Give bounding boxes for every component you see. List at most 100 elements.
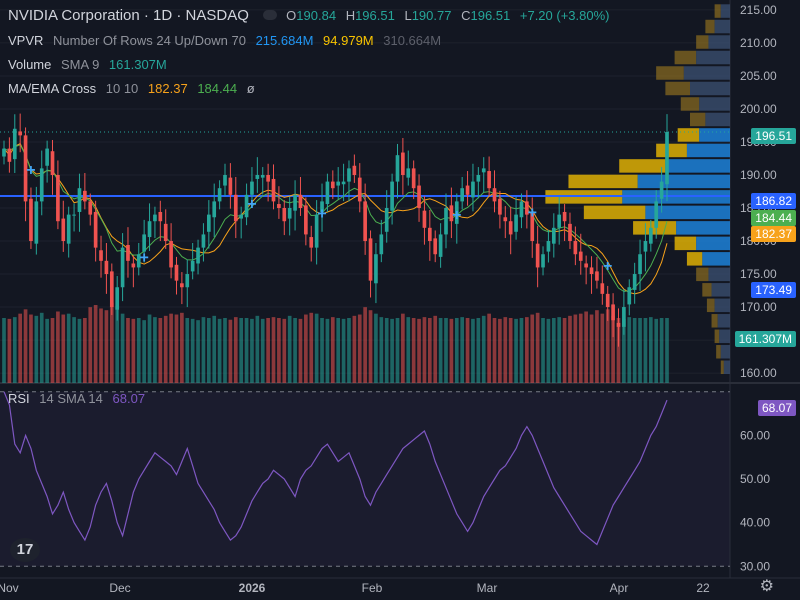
cross-marker: + bbox=[247, 196, 256, 213]
volume-bar bbox=[401, 313, 405, 383]
candle-body bbox=[45, 148, 49, 166]
volume-bar bbox=[325, 318, 330, 383]
candle-body bbox=[406, 168, 411, 178]
volume-bar bbox=[309, 312, 314, 383]
volume-bar bbox=[374, 313, 378, 383]
volume-bar bbox=[384, 318, 389, 383]
candle-body bbox=[212, 201, 217, 218]
candle-body bbox=[23, 135, 28, 202]
vp-down-bar bbox=[677, 128, 700, 142]
vp-up-bar bbox=[708, 35, 730, 49]
rsi-tick-label: 30.00 bbox=[740, 559, 770, 573]
candle-body bbox=[304, 205, 308, 235]
vp-up-bar bbox=[720, 4, 730, 18]
ma-legend[interactable]: MA/EMA Cross 10 10 182.37 184.44 ø bbox=[8, 81, 261, 97]
candle-body bbox=[460, 188, 465, 202]
ma-hidden-icon[interactable]: ø bbox=[246, 81, 255, 96]
volume-bar bbox=[519, 318, 524, 383]
vpvr-up: 215.684M bbox=[255, 33, 314, 48]
candle-body bbox=[29, 198, 33, 242]
vp-down-bar bbox=[720, 360, 724, 374]
candle-body bbox=[201, 234, 206, 248]
ma-price-tag: 182.37 bbox=[751, 226, 796, 242]
candle-body bbox=[244, 194, 249, 218]
candle-body bbox=[654, 201, 659, 228]
volume-bar bbox=[530, 314, 535, 383]
volume-bar bbox=[206, 318, 211, 383]
vp-down-bar bbox=[619, 159, 666, 173]
volume-bar bbox=[498, 318, 502, 383]
candle-body bbox=[357, 177, 362, 202]
candle-body bbox=[568, 223, 572, 242]
candle-body bbox=[562, 211, 567, 222]
candle-body bbox=[158, 211, 163, 222]
volume-bar bbox=[659, 318, 664, 383]
vp-up-bar bbox=[717, 314, 730, 328]
vp-up-bar bbox=[683, 66, 730, 80]
volume-bar bbox=[605, 309, 610, 383]
volume-legend[interactable]: Volume SMA 9 161.307M bbox=[8, 57, 173, 73]
volume-bar bbox=[180, 312, 184, 383]
volume-bar bbox=[411, 318, 416, 383]
vpvr-legend[interactable]: VPVR Number Of Rows 24 Up/Down 70 215.68… bbox=[8, 33, 447, 49]
volume-bar bbox=[320, 318, 324, 383]
candle-body bbox=[104, 260, 109, 275]
volume-bar bbox=[352, 315, 357, 383]
volume-bar bbox=[142, 320, 146, 383]
open-label: O bbox=[286, 8, 297, 23]
candle-body bbox=[255, 174, 260, 179]
volume-bar bbox=[287, 315, 292, 383]
price-tick-label: 190.00 bbox=[740, 168, 777, 182]
volume-bar bbox=[525, 317, 529, 383]
volume-bar bbox=[217, 318, 222, 383]
candle-body bbox=[487, 171, 491, 189]
candle-body bbox=[611, 304, 615, 321]
time-tick-label: 22 bbox=[696, 581, 710, 595]
vp-up-bar bbox=[711, 283, 730, 297]
rsi-legend[interactable]: RSI 14 SMA 14 68.07 bbox=[8, 391, 151, 407]
candle-body bbox=[411, 168, 416, 189]
tradingview-logo[interactable]: 17 bbox=[10, 538, 40, 562]
ma-name: MA/EMA Cross bbox=[8, 81, 97, 96]
candle-body bbox=[330, 181, 335, 189]
settings-gear-icon[interactable]: ⚙ bbox=[759, 578, 774, 595]
volume-bar bbox=[201, 317, 206, 383]
candle-body bbox=[627, 287, 632, 305]
volume-bar bbox=[341, 318, 346, 383]
candle-body bbox=[271, 178, 276, 202]
volume-bar bbox=[471, 318, 475, 383]
candle-body bbox=[34, 201, 39, 244]
volume-bar bbox=[77, 318, 82, 383]
candle-body bbox=[481, 168, 486, 173]
ma-params: 10 10 bbox=[105, 81, 139, 96]
vp-up-bar bbox=[723, 360, 730, 374]
eye-toggle-icon[interactable] bbox=[262, 10, 277, 20]
vp-down-bar bbox=[716, 345, 721, 359]
candle-body bbox=[444, 208, 448, 235]
vp-down-bar bbox=[705, 19, 715, 34]
volume-bar bbox=[654, 318, 659, 383]
volume-bar bbox=[363, 307, 367, 383]
vp-down-bar bbox=[680, 97, 700, 111]
volume-bar bbox=[444, 318, 448, 383]
volume-bar bbox=[271, 317, 276, 383]
close-label: C bbox=[461, 8, 471, 23]
vp-up-bar bbox=[676, 221, 730, 235]
volume-bar bbox=[503, 317, 508, 383]
candle-body bbox=[2, 148, 6, 157]
rsi-params: 14 SMA 14 bbox=[39, 391, 103, 406]
volume-bar bbox=[578, 313, 583, 383]
volume-bar bbox=[406, 317, 411, 383]
rsi-line bbox=[3, 391, 668, 546]
vp-up-bar bbox=[696, 50, 730, 65]
open-value: 190.84 bbox=[296, 8, 337, 23]
candle-body bbox=[56, 174, 60, 222]
volume-bar bbox=[508, 318, 513, 383]
candle-body bbox=[109, 271, 114, 308]
vp-down-bar bbox=[674, 236, 697, 251]
volume-bar bbox=[277, 318, 281, 383]
vp-down-bar bbox=[690, 112, 706, 127]
candle-body bbox=[546, 241, 551, 252]
candle-body bbox=[578, 251, 583, 261]
